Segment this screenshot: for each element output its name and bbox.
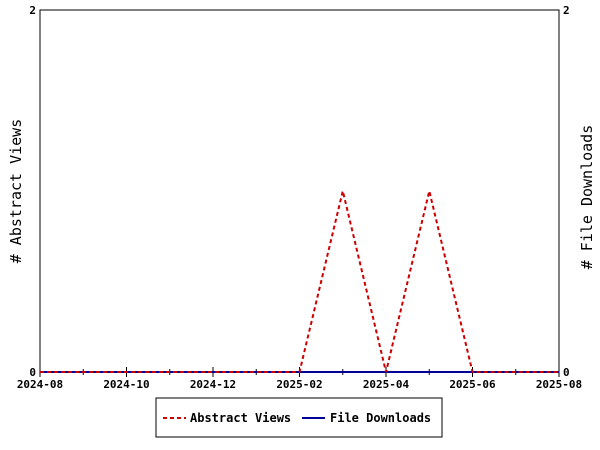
legend: Abstract Views File Downloads: [155, 397, 443, 438]
y-right-tick-label: 0: [563, 366, 570, 379]
x-tick-label: 2025-04: [363, 378, 410, 391]
legend-label-abstract-views: Abstract Views: [190, 411, 291, 425]
x-axis: 2024-08 2024-10 2024-12 2025-02 2025-04 2025-…: [17, 367, 582, 391]
legend-box: [155, 397, 443, 438]
y-left-tick-label: 0: [29, 366, 36, 379]
plot-area: [39, 9, 560, 373]
x-tick-label: 2024-12: [190, 378, 236, 391]
x-tick-label: 2024-08: [17, 378, 63, 391]
x-tick-label: 2024-10: [103, 378, 149, 391]
series-layer: [40, 190, 559, 373]
series-line-abstract-views: [40, 190, 559, 373]
y-left-axis-title: # Abstract Views: [7, 119, 25, 264]
x-tick-label: 2025-02: [276, 378, 322, 391]
legend-label-file-downloads: File Downloads: [330, 411, 431, 425]
y-left-tick-label: 2: [29, 4, 36, 17]
y-right-tick-label: 2: [563, 4, 570, 17]
y-right-axis-title: # File Downloads: [578, 125, 596, 270]
x-tick-label: 2025-06: [449, 378, 496, 391]
x-tick-label: 2025-08: [536, 378, 582, 391]
